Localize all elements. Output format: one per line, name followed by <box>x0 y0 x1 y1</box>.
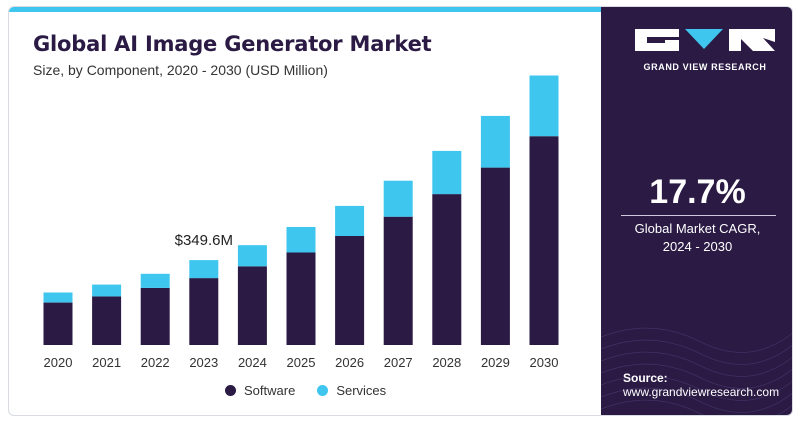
bar-services-2023 <box>189 260 219 279</box>
bar-services-2026 <box>335 205 365 236</box>
cagr-label: Global Market CAGR, 2024 - 2030 <box>601 220 792 256</box>
bar-services-2027 <box>383 180 413 217</box>
bar-software-2022 <box>140 287 170 345</box>
x-tick-2022: 2022 <box>141 355 170 370</box>
cagr-label-line1: Global Market CAGR, <box>634 221 761 236</box>
legend-item-software: Software <box>225 383 295 398</box>
x-tick-2027: 2027 <box>384 355 413 370</box>
bar-software-2030 <box>529 136 559 345</box>
x-tick-2024: 2024 <box>238 355 267 370</box>
cagr-label-line2: 2024 - 2030 <box>662 239 733 254</box>
bar-software-2026 <box>335 236 365 345</box>
source-url: www.grandviewresearch.com <box>623 385 780 399</box>
x-tick-2026: 2026 <box>335 355 364 370</box>
brand-name: GRAND VIEW RESEARCH <box>643 62 767 72</box>
bar-chart: 2020 2021 2022 2023 2024 2025 2026 2027 2028 2029… <box>43 75 559 370</box>
cagr-divider <box>621 215 776 216</box>
bar-services-2022 <box>140 273 170 288</box>
bar-software-2021 <box>92 296 122 345</box>
wave-pattern <box>601 327 792 415</box>
bar-software-2027 <box>383 216 413 345</box>
bar-software-2024 <box>237 266 267 345</box>
bar-services-2024 <box>237 245 267 267</box>
bar-services-2020 <box>43 292 73 303</box>
data-label-2023: $349.6M <box>175 232 233 249</box>
bar-software-2020 <box>43 302 73 345</box>
chart-card: Global AI Image Generator Market Size, b… <box>8 6 793 416</box>
bar-services-2028 <box>432 150 462 195</box>
side-panel: GRAND VIEW RESEARCH 17.7% Global Market … <box>601 7 792 415</box>
legend-label-software: Software <box>244 383 296 398</box>
bar-services-2029 <box>480 115 510 168</box>
x-tick-2025: 2025 <box>287 355 316 370</box>
x-tick-2020: 2020 <box>44 355 73 370</box>
bar-software-2029 <box>480 167 510 345</box>
accent-bar <box>9 7 601 12</box>
legend-dot-services <box>317 385 329 396</box>
x-tick-2030: 2030 <box>530 355 559 370</box>
legend-item-services: Services <box>317 383 386 398</box>
source-label: Source: <box>623 371 668 385</box>
x-tick-2028: 2028 <box>432 355 461 370</box>
bar-software-2023 <box>189 278 219 345</box>
chart-title: Global AI Image Generator Market <box>33 32 432 56</box>
chart-legend: Software Services <box>225 383 408 398</box>
x-tick-2023: 2023 <box>189 355 218 370</box>
bar-services-2025 <box>286 227 316 253</box>
bar-services-2030 <box>529 75 559 137</box>
bar-services-2021 <box>92 284 122 297</box>
x-tick-2029: 2029 <box>481 355 510 370</box>
legend-dot-software <box>225 385 236 396</box>
bar-software-2028 <box>432 194 462 345</box>
x-tick-2021: 2021 <box>92 355 121 370</box>
cagr-value: 17.7% <box>649 173 746 211</box>
bar-software-2025 <box>286 252 316 345</box>
brand-logo <box>635 29 775 51</box>
chart-subtitle: Size, by Component, 2020 - 2030 (USD Mil… <box>33 62 328 78</box>
legend-label-services: Services <box>336 383 387 398</box>
